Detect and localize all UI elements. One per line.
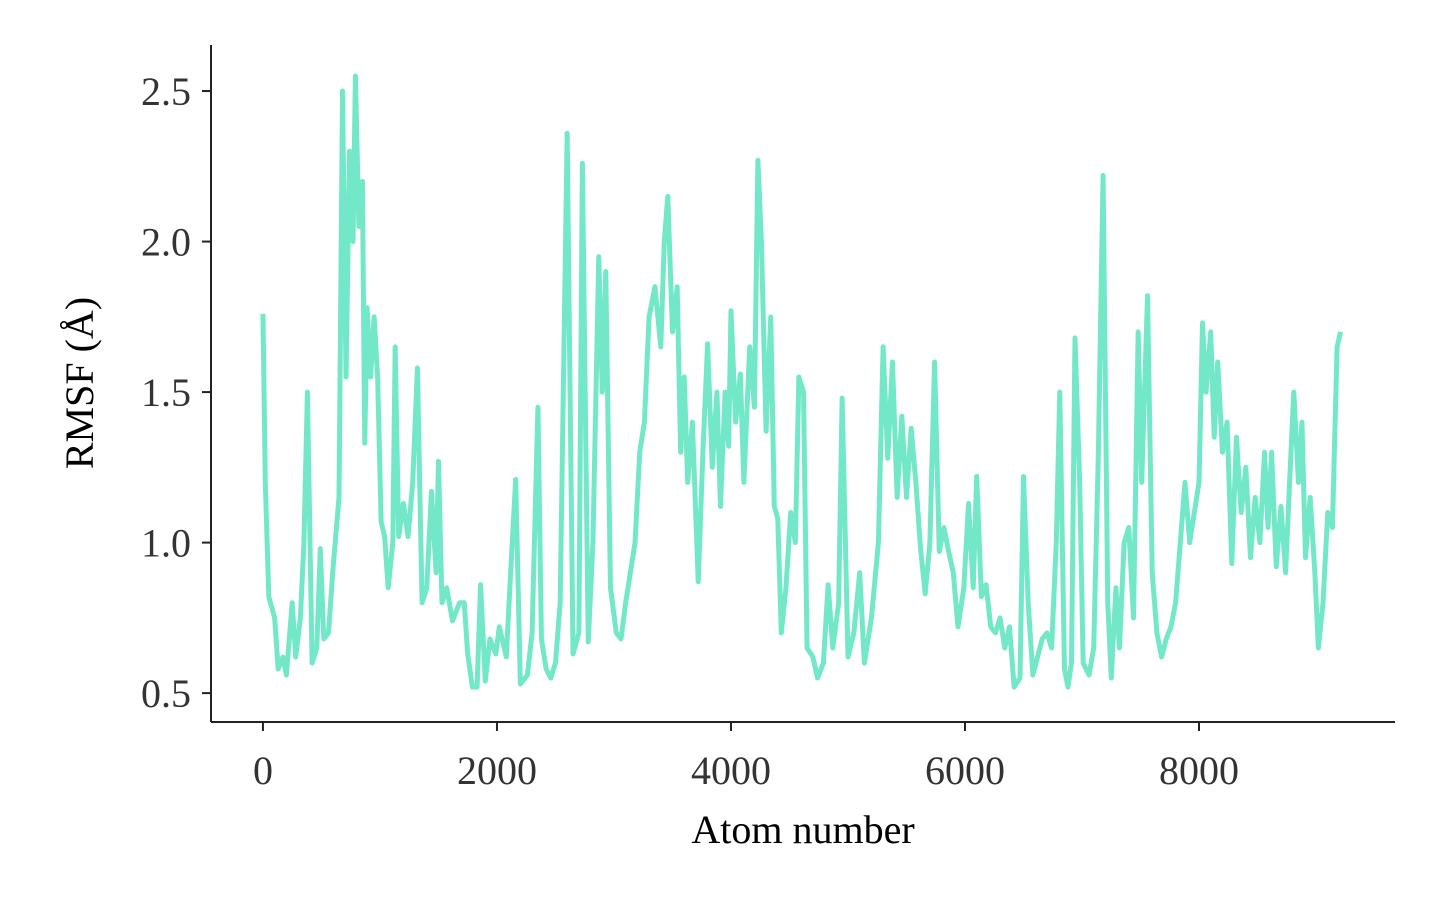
x-tick-label: 6000: [925, 748, 1005, 793]
y-tick-label: 1.0: [141, 521, 191, 566]
x-tick-label: 4000: [691, 748, 771, 793]
y-tick-label: 2.0: [141, 220, 191, 265]
x-tick-label: 2000: [457, 748, 537, 793]
y-axis-label: RMSF (Å): [57, 297, 102, 469]
data-line: [260, 73, 1344, 690]
y-tick-label: 0.5: [141, 671, 191, 716]
x-tick-label: 0: [253, 748, 273, 793]
x-axis-label: Atom number: [691, 807, 914, 852]
x-tick-label: 8000: [1159, 748, 1239, 793]
y-tick-label: 2.5: [141, 69, 191, 114]
y-tick-label: 1.5: [141, 370, 191, 415]
